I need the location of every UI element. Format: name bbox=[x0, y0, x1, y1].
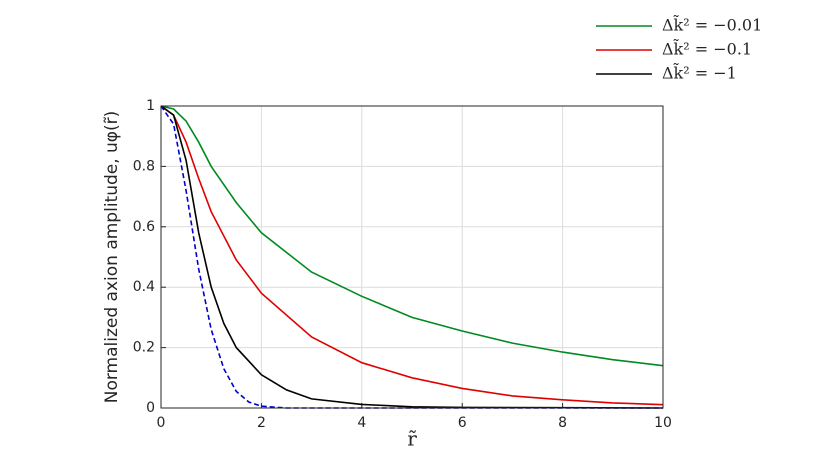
x-axis-label: r̃ bbox=[407, 427, 417, 451]
y-tick-label: 0.8 bbox=[133, 158, 155, 174]
y-tick-label: 1 bbox=[146, 98, 155, 114]
y-tick-label: 0.6 bbox=[133, 219, 155, 235]
plot-area bbox=[161, 106, 663, 408]
y-tick-label: 0.4 bbox=[133, 279, 155, 295]
y-axis-label: Normalized axion amplitude, uφ(r̃) bbox=[102, 111, 122, 404]
line-series bbox=[160, 105, 664, 406]
line-series bbox=[160, 105, 663, 409]
legend-label: Δk̃² = −0.01 bbox=[662, 14, 762, 34]
y-tick-label: 0.2 bbox=[133, 340, 155, 356]
plot-frame bbox=[160, 105, 664, 409]
x-tick-label: 6 bbox=[458, 415, 467, 431]
x-tick-label: 0 bbox=[157, 415, 166, 431]
legend-label: Δk̃² = −1 bbox=[662, 62, 737, 82]
x-tick-label: 8 bbox=[558, 415, 567, 431]
x-tick-label: 4 bbox=[357, 415, 366, 431]
line-series bbox=[160, 105, 664, 367]
line-series bbox=[160, 105, 664, 409]
x-tick-label: 10 bbox=[654, 415, 672, 431]
x-tick-label: 2 bbox=[257, 415, 266, 431]
y-tick-label: 0 bbox=[146, 400, 155, 416]
legend-label: Δk̃² = −0.1 bbox=[662, 38, 752, 58]
